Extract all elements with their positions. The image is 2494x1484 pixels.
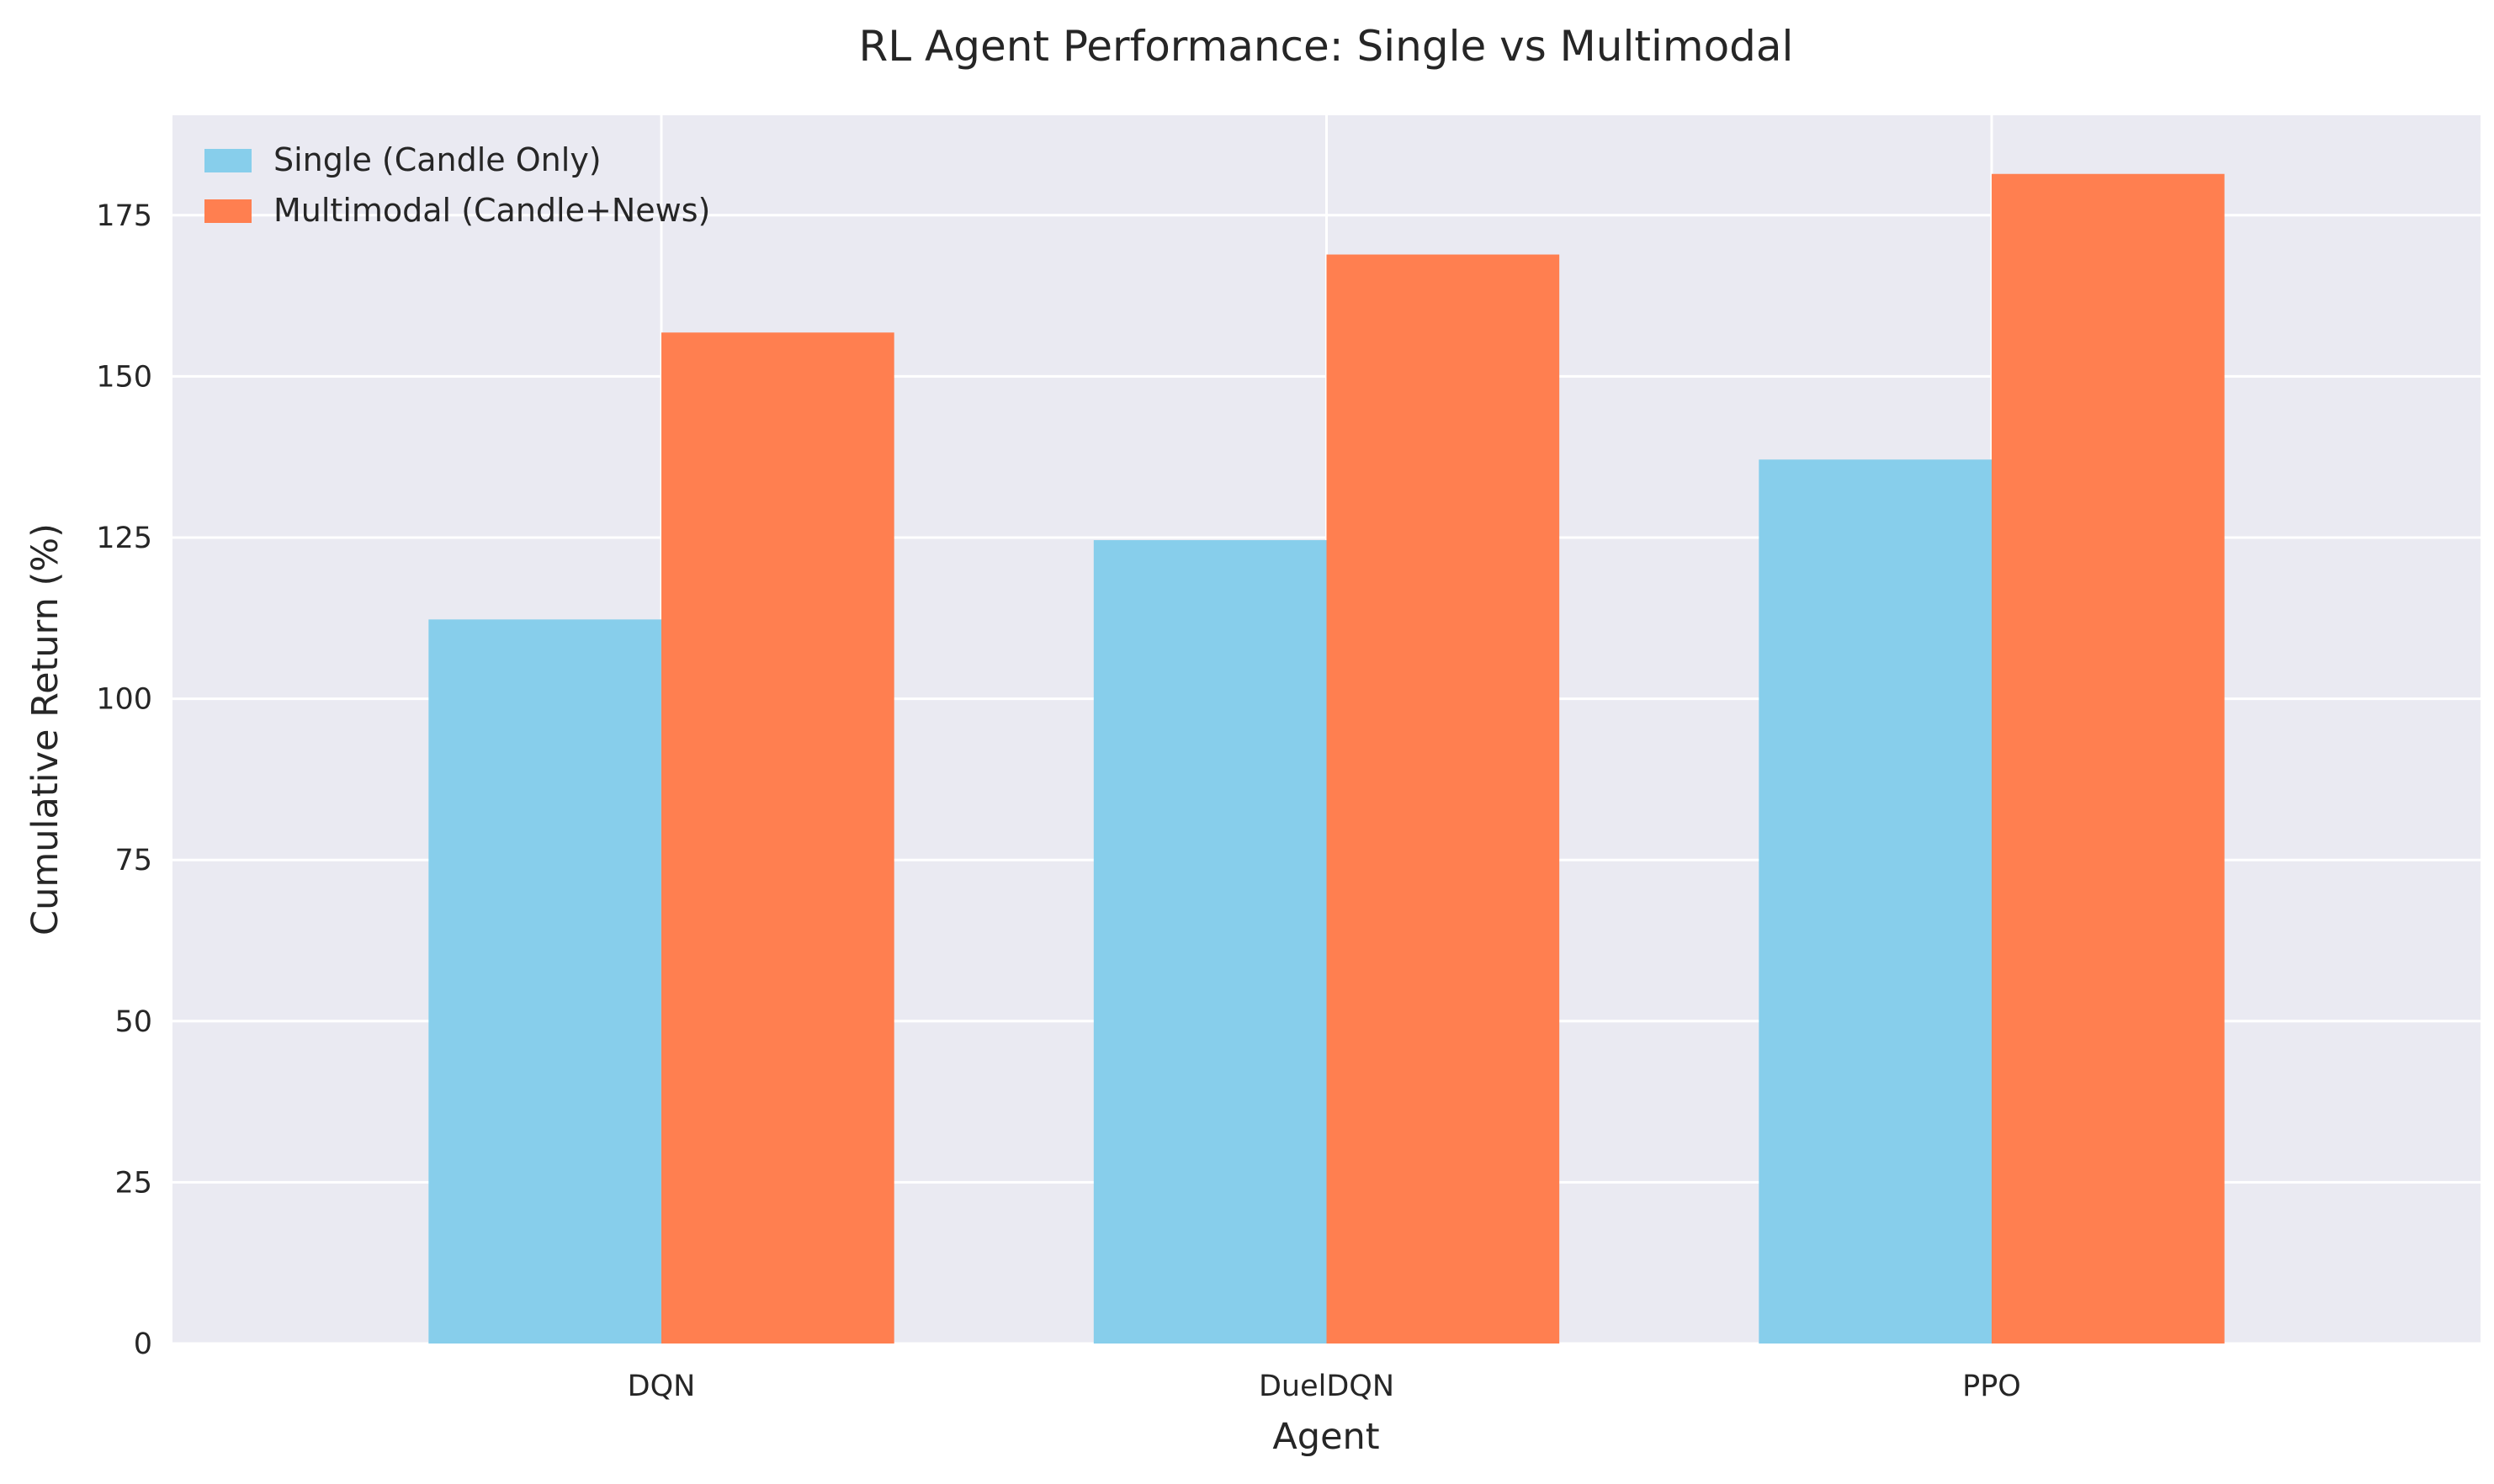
bar-dqn-series-2 [661, 332, 894, 1344]
y-tick-label: 25 [114, 1166, 152, 1200]
y-tick-label: 50 [114, 1005, 152, 1039]
legend-swatch [204, 199, 252, 223]
bar-dqn-series-1 [428, 619, 662, 1344]
legend-label: Single (Candle Only) [273, 141, 602, 178]
bar-ppo-series-2 [1991, 173, 2225, 1344]
legend-label: Multimodal (Candle+News) [273, 192, 710, 229]
x-axis-label: Agent [1272, 1416, 1379, 1458]
x-tick-label: PPO [1962, 1370, 2021, 1403]
legend-swatch [204, 149, 252, 172]
bar-group [428, 173, 2225, 1344]
legend: Single (Candle Only) Multimodal (Candle+N… [204, 141, 710, 229]
y-tick-label: 175 [96, 199, 152, 233]
tick-labels: 0 25 50 75 100 125 150 175 DQN DuelDQN PPO [96, 199, 2021, 1403]
y-tick-label: 75 [114, 844, 152, 877]
y-tick-label: 125 [96, 522, 152, 555]
y-tick-label: 0 [134, 1328, 152, 1361]
y-tick-label: 100 [96, 683, 152, 717]
bar-dueldqn-series-1 [1093, 540, 1327, 1344]
y-tick-label: 150 [96, 360, 152, 394]
x-tick-label: DuelDQN [1259, 1370, 1394, 1403]
x-tick-label: DQN [628, 1370, 696, 1403]
y-axis-label: Cumulative Return (%) [24, 523, 66, 935]
chart-title: RL Agent Performance: Single vs Multimod… [859, 22, 1794, 71]
bar-ppo-series-1 [1759, 459, 1992, 1344]
bar-dueldqn-series-2 [1326, 254, 1560, 1344]
